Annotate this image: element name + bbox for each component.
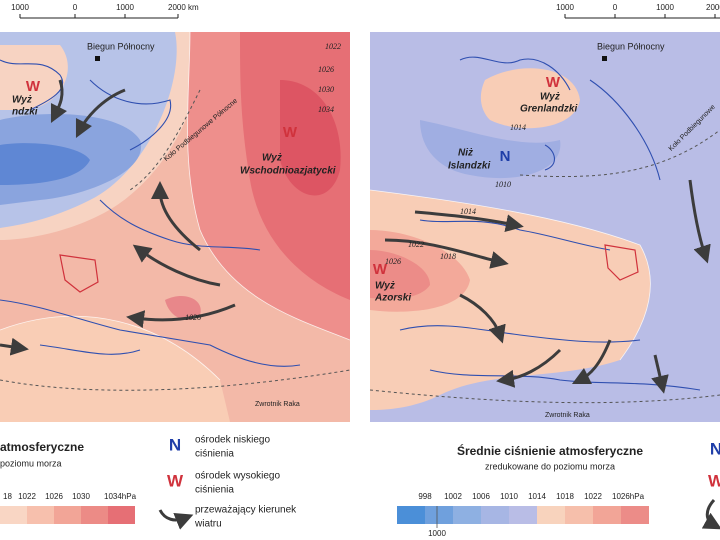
pole-label: Biegun Północny: [87, 41, 155, 51]
legend-scale-label: 1010: [500, 492, 518, 501]
scale-label: 0: [73, 3, 78, 12]
key-label: ciśnienia: [195, 485, 234, 496]
legend-scale-label: 1026: [45, 492, 63, 501]
high-label: Wyż: [540, 92, 560, 103]
pole-label: Biegun Północny: [597, 41, 665, 51]
legend-subtitle: zredukowane do poziomu morza: [485, 461, 615, 471]
left-map: Biegun Północny W Wyż ndzki W Wyż Wschod…: [0, 32, 350, 422]
high-label: Wyż: [12, 95, 32, 106]
isobar-label: 1022: [325, 42, 341, 51]
scale-label: 0: [613, 3, 618, 12]
legend-scale-label: 1034hPa: [104, 492, 137, 501]
isobar-label: 1010: [495, 180, 511, 189]
right-legend: Średnie ciśnienie atmosferyczne zredukow…: [397, 443, 649, 538]
key-label: ośrodek wysokiego: [195, 471, 280, 482]
scale-label: 2000: [706, 3, 720, 12]
key: N ośrodek niskiego ciśnienia W ośrodek w…: [158, 435, 720, 530]
isobar-label: 1026: [318, 65, 334, 74]
high-symbol: W: [373, 261, 388, 278]
legend-scale-label: 998: [418, 492, 432, 501]
isobar-label: 1034: [318, 105, 334, 114]
isobar-label: 1026: [385, 257, 401, 266]
high-label: Wyż: [262, 153, 282, 164]
tropic-label: Zwrotnik Raka: [545, 412, 590, 419]
isobar-label: 1026: [185, 313, 201, 322]
legend-scale-label: 1002: [444, 492, 462, 501]
scale-label: 2000 km: [168, 3, 199, 12]
scale-label: 1000: [556, 3, 574, 12]
high-symbol: W: [167, 471, 184, 490]
isobar-label: 1014: [510, 123, 526, 132]
legend-subtitle: poziomu morza: [0, 458, 62, 468]
pole-marker: [602, 56, 607, 61]
legend-scale-label: 1018: [556, 492, 574, 501]
high-symbol: W: [283, 124, 298, 141]
scale-bar: 1000 0 1000 2000 km 1000 0 1000 2000: [11, 3, 720, 19]
high-label: Grenlandzki: [520, 104, 577, 115]
high-label: Wschodnioazjatycki: [240, 166, 336, 177]
legend-title: atmosferyczne: [0, 440, 84, 454]
legend-scale-label: 18: [3, 492, 12, 501]
low-symbol: N: [710, 439, 720, 458]
high-symbol: W: [708, 471, 720, 490]
legend-scale-label: 1000: [428, 529, 446, 538]
key-label: przeważający kierunek: [195, 505, 297, 516]
high-label: Wyż: [375, 281, 395, 292]
isobar-label: 1030: [318, 85, 334, 94]
key-label: ciśnienia: [195, 449, 234, 460]
left-legend: atmosferyczne poziomu morza 18 1022 1026…: [0, 440, 137, 524]
high-label: ndzki: [12, 107, 38, 118]
right-map: Biegun Północny W Wyż Grenlandzki N Niż …: [370, 32, 720, 422]
legend-scale-label: 1022: [584, 492, 602, 501]
high-label: Azorski: [374, 293, 411, 304]
low-symbol: N: [500, 148, 511, 165]
legend-scale-label: 1006: [472, 492, 490, 501]
pole-marker: [95, 56, 100, 61]
scale-label: 1000: [656, 3, 674, 12]
high-symbol: W: [26, 78, 41, 95]
legend-scale-label: 1014: [528, 492, 546, 501]
key-label: wiatru: [194, 519, 222, 530]
isobar-label: 1022: [408, 240, 424, 249]
isobar-label: 1014: [460, 207, 476, 216]
high-symbol: W: [546, 74, 561, 91]
legend-title: Średnie ciśnienie atmosferyczne: [457, 443, 643, 458]
legend-scale-label: 1030: [72, 492, 90, 501]
legend-scale-label: 1026hPa: [612, 492, 645, 501]
scale-label: 1000: [116, 3, 134, 12]
low-label: Islandzki: [448, 161, 490, 172]
low-symbol: N: [169, 435, 181, 454]
legend-scale-label: 1022: [18, 492, 36, 501]
isobar-label: 1018: [440, 252, 456, 261]
tropic-label: Zwrotnik Raka: [255, 401, 300, 408]
scale-label: 1000: [11, 3, 29, 12]
low-label: Niż: [458, 148, 473, 159]
key-label: ośrodek niskiego: [195, 435, 270, 446]
